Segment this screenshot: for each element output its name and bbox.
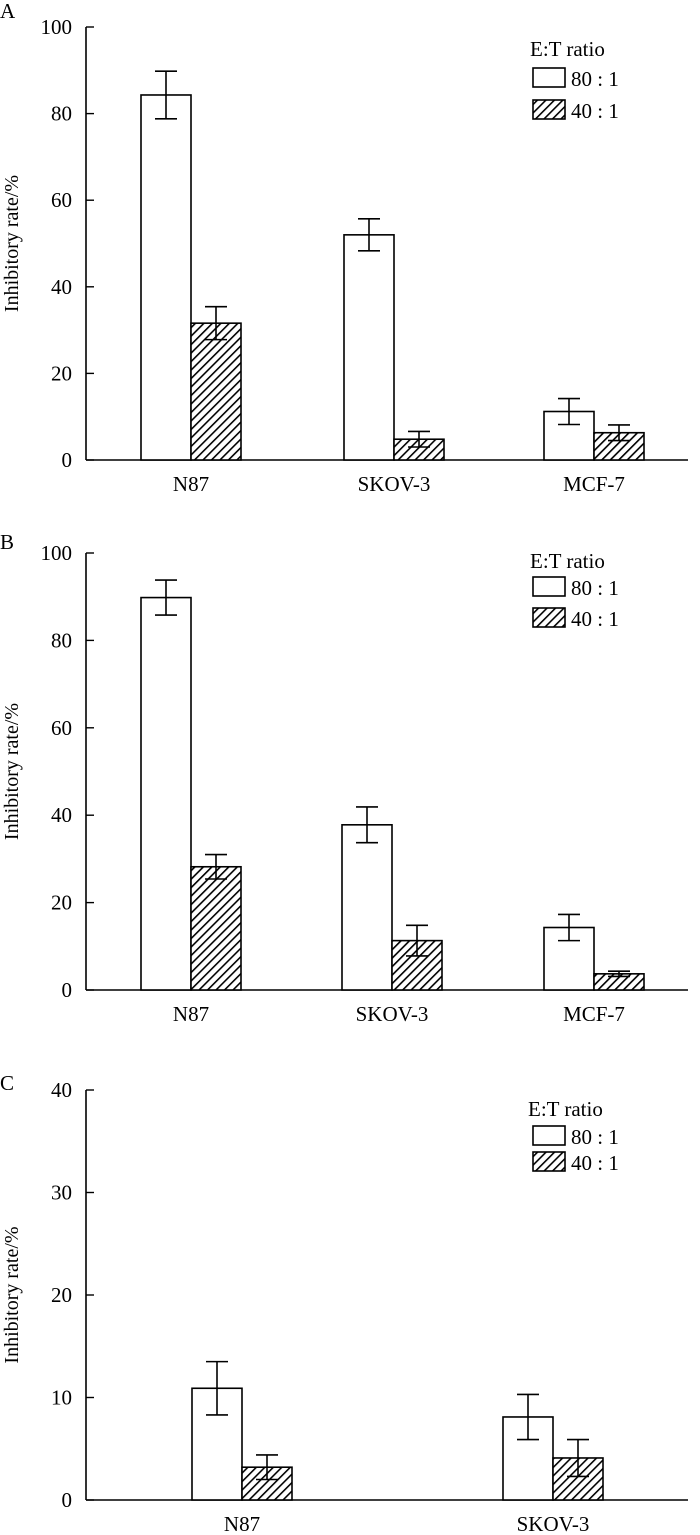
y-tick-label: 20 (51, 361, 72, 385)
legend-title: E:T ratio (530, 549, 605, 573)
legend-entry: 80 : 1 (571, 576, 619, 600)
y-tick-label: 20 (51, 1283, 72, 1307)
y-tick-label: 60 (51, 188, 72, 212)
y-tick-label: 80 (51, 628, 72, 652)
chart-panel-a: A 0 20 40 60 80 100 Inhibitory rate/% N87 SKOV-3 M… (0, 0, 688, 496)
x-tick-label: N87 (173, 472, 209, 496)
legend-entry: 80 : 1 (571, 1125, 619, 1149)
bar-open (341, 824, 393, 991)
legend-title: E:T ratio (530, 37, 605, 61)
x-tick-label: SKOV-3 (517, 1512, 590, 1535)
bar-open (140, 596, 192, 991)
y-tick-label: 80 (51, 102, 72, 126)
legend-swatch-open (532, 67, 566, 88)
x-tick-label: N87 (173, 1002, 209, 1026)
legend-entry: 40 : 1 (571, 1151, 619, 1175)
y-tick-label: 30 (51, 1181, 72, 1205)
chart-panel-b: B 0 20 40 60 80 100 Inhibitory rate/% N87 SKOV-3 M… (0, 530, 688, 1026)
legend-title: E:T ratio (528, 1097, 603, 1121)
panel-label: C (0, 1071, 14, 1095)
y-tick-label: 0 (62, 1488, 73, 1512)
x-tick-label: SKOV-3 (358, 472, 431, 496)
panel-label: B (0, 530, 14, 554)
y-tick-label: 10 (51, 1386, 72, 1410)
y-axis-title: Inhibitory rate/% (1, 703, 23, 840)
y-tick-label: 0 (62, 978, 73, 1002)
legend-swatch-hatched (532, 99, 566, 120)
legend-swatch-open (532, 576, 566, 597)
y-axis-title: Inhibitory rate/% (1, 1226, 23, 1363)
x-tick-label: SKOV-3 (356, 1002, 429, 1026)
x-tick-label: MCF-7 (563, 472, 625, 496)
y-tick-label: 40 (51, 275, 72, 299)
legend-swatch-hatched (532, 1151, 566, 1172)
y-tick-label: 40 (51, 1078, 72, 1102)
x-tick-label: N87 (224, 1512, 260, 1535)
chart-panel-c: C 0 10 20 30 40 Inhibitory rate/% N87 SKOV-3 E:T … (0, 1071, 688, 1535)
y-tick-label: 100 (41, 541, 73, 565)
legend-entry: 40 : 1 (571, 607, 619, 631)
legend-entry: 80 : 1 (571, 67, 619, 91)
y-tick-label: 20 (51, 891, 72, 915)
bar-open (140, 94, 192, 461)
y-tick-label: 60 (51, 716, 72, 740)
legend-swatch-hatched (532, 607, 566, 628)
y-axis-title: Inhibitory rate/% (1, 175, 23, 312)
x-tick-label: MCF-7 (563, 1002, 625, 1026)
legend-swatch-open (532, 1125, 566, 1146)
bar-hatched (190, 865, 242, 991)
panel-label: A (0, 0, 16, 23)
y-tick-label: 100 (41, 15, 73, 39)
bar-open (343, 234, 395, 461)
y-tick-label: 0 (62, 448, 73, 472)
legend-entry: 40 : 1 (571, 99, 619, 123)
y-tick-label: 40 (51, 803, 72, 827)
bar-hatched (190, 322, 242, 461)
